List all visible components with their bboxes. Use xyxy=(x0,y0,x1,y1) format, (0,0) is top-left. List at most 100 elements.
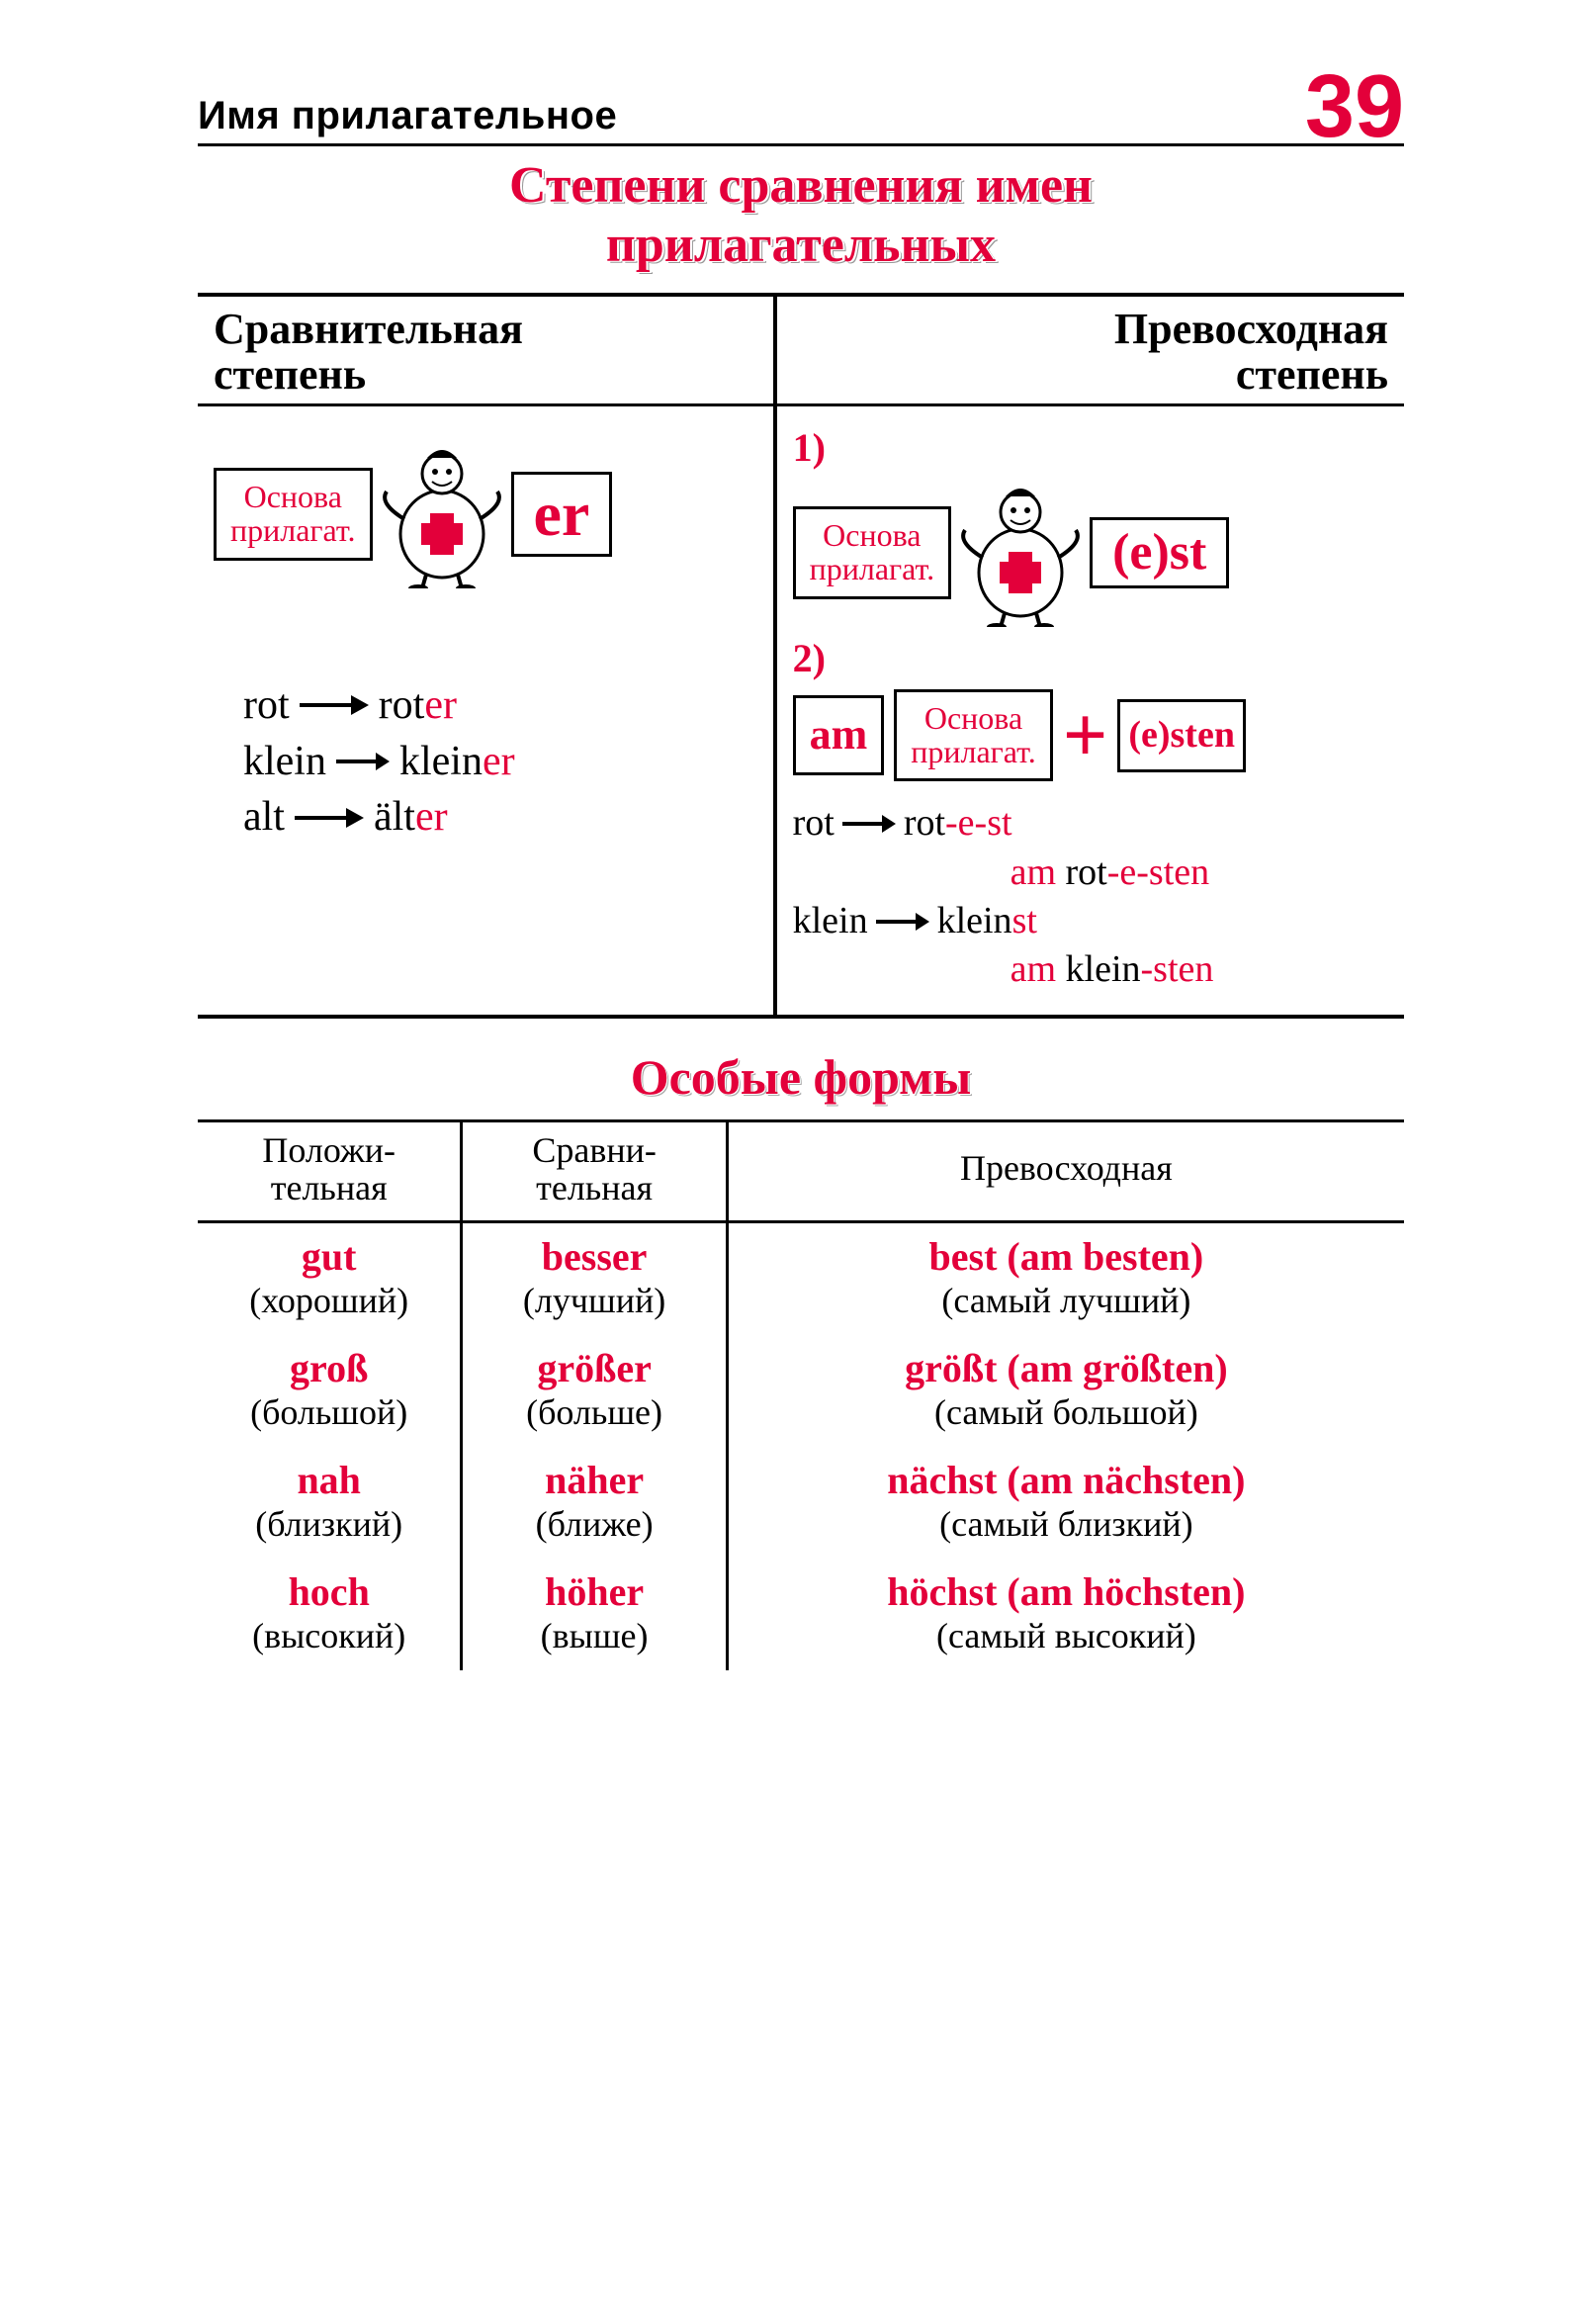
col-header-positive: Положи- тельная xyxy=(198,1122,463,1221)
russian-translation: (лучший) xyxy=(471,1280,717,1321)
suffix: er xyxy=(415,794,448,840)
cell-superlative: best (am besten)(самый лучший) xyxy=(729,1223,1404,1335)
page: Имя прилагательное 39 Степени сравнения … xyxy=(0,0,1582,2324)
suffix: er xyxy=(424,682,457,728)
page-number: 39 xyxy=(1305,67,1404,147)
plus-character-icon xyxy=(383,440,501,588)
main-title: Степени сравнения имен прилагательных xyxy=(198,156,1404,275)
word: alt xyxy=(243,789,285,846)
word: klein xyxy=(793,897,868,945)
suffix: -e-st xyxy=(945,802,1012,844)
suffix-esten-box: (e)sten xyxy=(1117,699,1246,772)
german-word: größt (am größten) xyxy=(737,1345,1396,1391)
word: klein xyxy=(243,734,326,790)
text: Основа xyxy=(924,700,1022,736)
russian-translation: (ближе) xyxy=(471,1503,717,1545)
superlative-formula-2: am Основа прилагат. + (e)sten xyxy=(793,689,1388,781)
russian-translation: (высокий) xyxy=(206,1615,452,1656)
german-word: hoch xyxy=(206,1568,452,1615)
russian-translation: (самый близкий) xyxy=(737,1503,1396,1545)
col-header-comparative: Сравни- тельная xyxy=(463,1122,728,1221)
main-title-line2: прилагательных xyxy=(606,217,996,273)
arrow-icon xyxy=(876,914,929,930)
comparative-heading: Сравнительная степень xyxy=(198,297,773,406)
base-box: Основа прилагат. xyxy=(894,689,1053,781)
example-row: klein kleiner xyxy=(243,734,757,790)
cell-superlative: höchst (am höchsten)(самый высокий) xyxy=(729,1559,1404,1670)
comparative-column: Сравнительная степень Основа прилагат. xyxy=(198,297,777,1015)
table-row: hoch(высокий)höher(выше)höchst (am höchs… xyxy=(198,1559,1404,1670)
base-box: Основа прилагат. xyxy=(793,506,952,598)
superlative-column: Превосходная степень 1) Основа прилагат. xyxy=(777,297,1404,1015)
prefix: am xyxy=(1011,851,1066,893)
german-word: best (am besten) xyxy=(737,1233,1396,1280)
text: прилагат. xyxy=(810,551,935,586)
section-label: Имя прилагательное xyxy=(198,94,617,138)
text: тельная xyxy=(271,1168,388,1207)
example-row: rot roter xyxy=(243,677,757,734)
german-word: gut xyxy=(206,1233,452,1280)
text: Положи- xyxy=(262,1130,396,1170)
text: прилагат. xyxy=(230,512,356,548)
text: прилагат. xyxy=(911,734,1036,769)
suffix-est-box: (e)st xyxy=(1090,517,1229,589)
comparative-examples: rot roter klein kleiner alt älter xyxy=(214,677,757,846)
german-word: höchst (am höchsten) xyxy=(737,1568,1396,1615)
heading-line: степень xyxy=(1236,350,1388,399)
word: rot xyxy=(793,799,835,848)
plus-icon: + xyxy=(1063,696,1108,775)
comparison-table: Сравнительная степень Основа прилагат. xyxy=(198,293,1404,1019)
text: Превосходная xyxy=(960,1148,1173,1188)
suffix: -e-sten xyxy=(1107,851,1209,893)
page-header: Имя прилагательное 39 xyxy=(198,59,1404,146)
text: Основа xyxy=(823,517,921,553)
superlative-formula-1: Основа прилагат. xyxy=(793,479,1388,627)
word: klein xyxy=(1066,948,1141,990)
am-box: am xyxy=(793,695,885,774)
suffix: -sten xyxy=(1141,948,1214,990)
cell-positive: nah(близкий) xyxy=(198,1447,463,1559)
superlative-heading: Превосходная степень xyxy=(777,297,1404,406)
plus-character-icon xyxy=(961,479,1080,627)
german-word: nah xyxy=(206,1457,452,1503)
col-header-superlative: Превосходная xyxy=(729,1122,1404,1221)
heading-line: степень xyxy=(214,350,366,399)
german-word: groß xyxy=(206,1345,452,1391)
text: тельная xyxy=(536,1168,653,1207)
base-box: Основа прилагат. xyxy=(214,468,373,560)
suffix-er-box: er xyxy=(511,472,613,556)
word: rot xyxy=(379,682,425,728)
word: klein xyxy=(937,900,1012,941)
heading-line: Сравнительная xyxy=(214,305,523,353)
german-word: größer xyxy=(471,1345,717,1391)
superlative-examples: rot rot-e-st am rot-e-sten klein kleinst… xyxy=(793,799,1388,995)
word: rot xyxy=(904,802,945,844)
example-row: am rot-e-sten xyxy=(793,849,1388,897)
example-row: klein kleinst xyxy=(793,897,1388,945)
russian-translation: (самый большой) xyxy=(737,1391,1396,1433)
cell-superlative: nächst (am nächsten)(самый близкий) xyxy=(729,1447,1404,1559)
cell-comparative: größer(больше) xyxy=(463,1335,728,1447)
comparative-body: Основа прилагат. xyxy=(198,406,773,865)
russian-translation: (самый лучший) xyxy=(737,1280,1396,1321)
variant-label-2: 2) xyxy=(793,635,1388,681)
variant-label-1: 1) xyxy=(793,424,1388,471)
russian-translation: (больше) xyxy=(471,1391,717,1433)
arrow-icon xyxy=(842,816,896,832)
example-row: am klein-sten xyxy=(793,945,1388,994)
main-title-line1: Степени сравнения имен xyxy=(509,157,1093,214)
cell-superlative: größt (am größten)(самый большой) xyxy=(729,1335,1404,1447)
example-row: alt älter xyxy=(243,789,757,846)
cell-positive: hoch(высокий) xyxy=(198,1559,463,1670)
arrow-icon xyxy=(300,696,369,714)
text: Основа xyxy=(244,479,342,514)
russian-translation: (близкий) xyxy=(206,1503,452,1545)
cell-comparative: näher(ближе) xyxy=(463,1447,728,1559)
word: ält xyxy=(374,794,415,840)
cell-comparative: besser(лучший) xyxy=(463,1223,728,1335)
russian-translation: (большой) xyxy=(206,1391,452,1433)
cell-positive: groß(большой) xyxy=(198,1335,463,1447)
cell-positive: gut(хороший) xyxy=(198,1223,463,1335)
suffix: er xyxy=(483,739,515,784)
word: rot xyxy=(243,677,290,734)
